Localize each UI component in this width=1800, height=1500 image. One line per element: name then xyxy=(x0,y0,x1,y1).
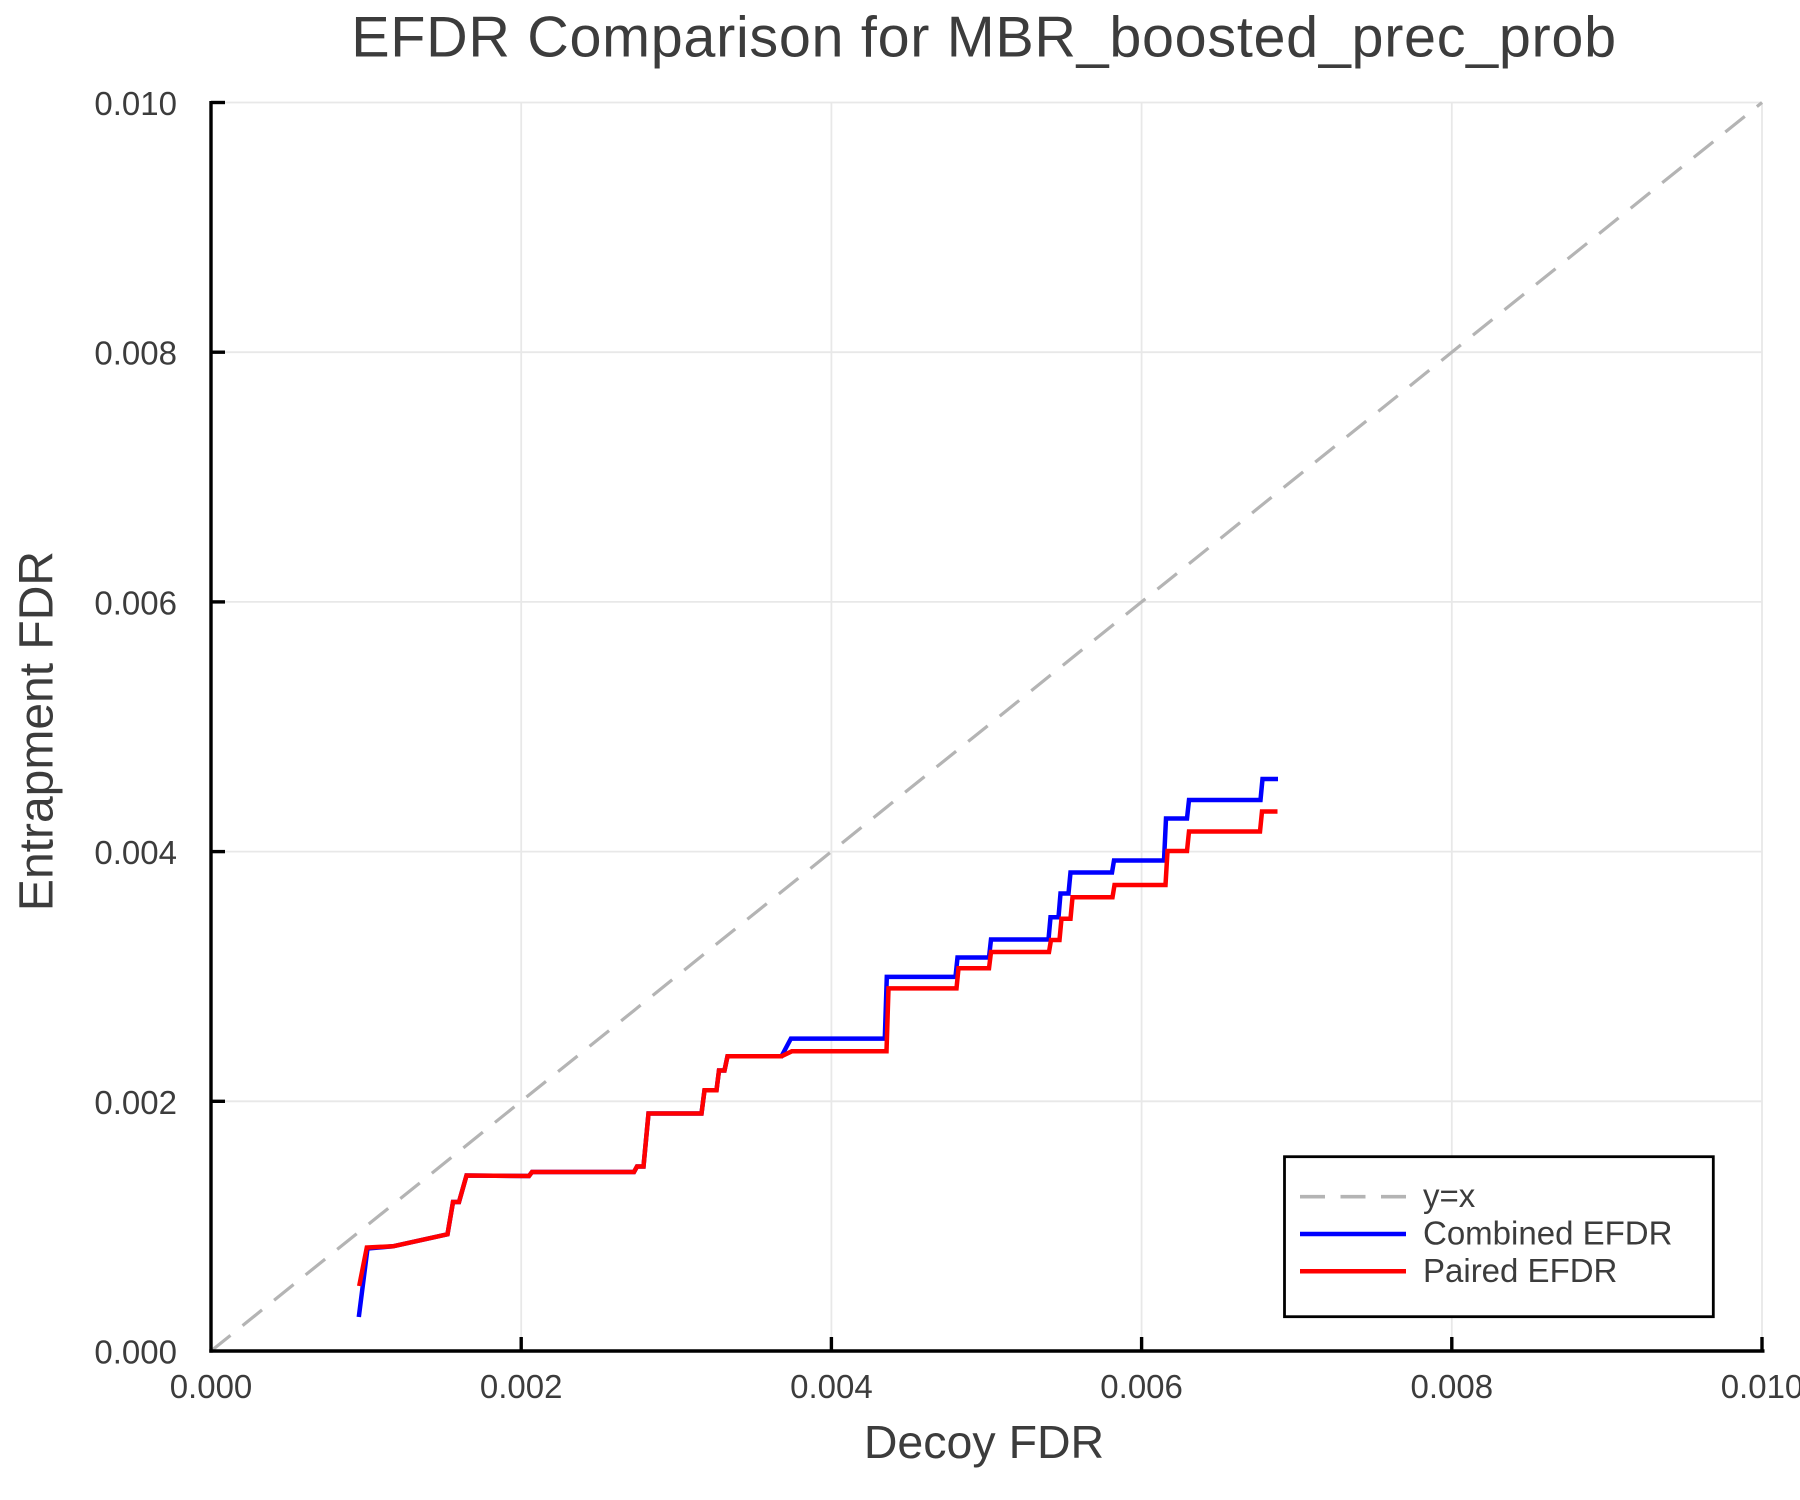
svg-text:0.000: 0.000 xyxy=(170,1368,253,1405)
svg-text:0.002: 0.002 xyxy=(480,1368,563,1405)
svg-text:0.004: 0.004 xyxy=(790,1368,873,1405)
svg-text:0.004: 0.004 xyxy=(94,834,177,871)
svg-text:0.008: 0.008 xyxy=(1411,1368,1494,1405)
svg-text:0.010: 0.010 xyxy=(1721,1368,1800,1405)
svg-text:Paired EFDR: Paired EFDR xyxy=(1423,1252,1617,1289)
svg-text:0.010: 0.010 xyxy=(94,85,177,122)
svg-text:Entrapment FDR: Entrapment FDR xyxy=(11,551,64,911)
svg-text:0.002: 0.002 xyxy=(94,1084,177,1121)
svg-text:0.008: 0.008 xyxy=(94,335,177,372)
svg-text:0.006: 0.006 xyxy=(1100,1368,1183,1405)
svg-text:y=x: y=x xyxy=(1423,1177,1476,1214)
svg-text:Decoy FDR: Decoy FDR xyxy=(864,1416,1104,1468)
svg-text:EFDR Comparison for MBR_booste: EFDR Comparison for MBR_boosted_prec_pro… xyxy=(351,6,1617,70)
svg-text:Combined EFDR: Combined EFDR xyxy=(1423,1215,1672,1252)
svg-text:0.006: 0.006 xyxy=(94,584,177,621)
svg-text:0.000: 0.000 xyxy=(94,1334,177,1371)
